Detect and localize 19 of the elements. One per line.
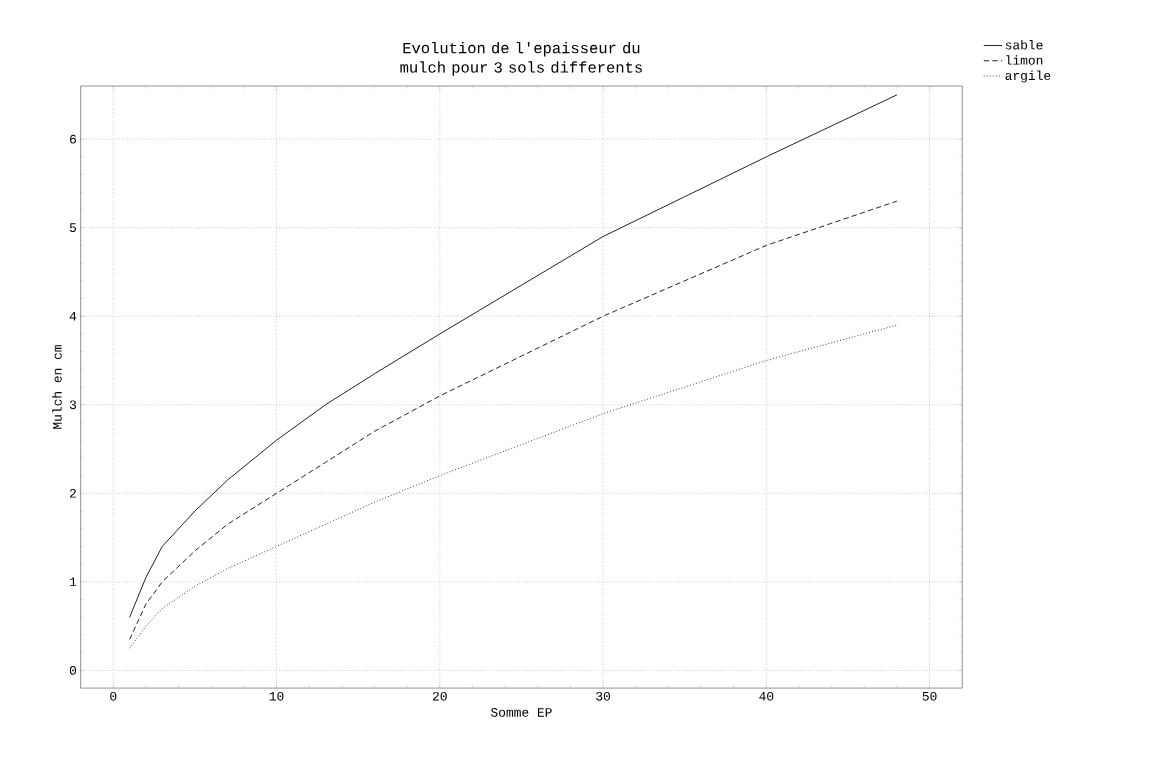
x-tick-label: 30 xyxy=(596,691,611,701)
y-axis-title: Mulch en cm xyxy=(52,344,62,429)
y-tick-label: 4 xyxy=(69,311,77,321)
x-tick-label: 0 xyxy=(110,691,117,701)
x-tick-label: 10 xyxy=(269,691,284,701)
y-tick-label: 6 xyxy=(70,134,76,144)
y-tick-label: 1 xyxy=(70,577,77,586)
y-tick-label: 2 xyxy=(70,488,76,498)
x-axis-title: Somme EP xyxy=(490,707,552,717)
y-tick-label: 5 xyxy=(69,223,77,232)
x-tick-label: 20 xyxy=(432,691,447,701)
legend-label: limon xyxy=(1006,55,1043,65)
legend-label: argile xyxy=(1005,70,1051,83)
chart-title: Evolution de l'epaisseur du mulch pour 3 sols differents xyxy=(400,41,642,76)
y-tick-label: 0 xyxy=(69,665,77,675)
y-tick-label: 3 xyxy=(69,400,77,409)
x-tick-label: 50 xyxy=(922,691,937,701)
x-tick-label: 40 xyxy=(759,691,774,701)
legend-label: sable xyxy=(1005,39,1043,50)
